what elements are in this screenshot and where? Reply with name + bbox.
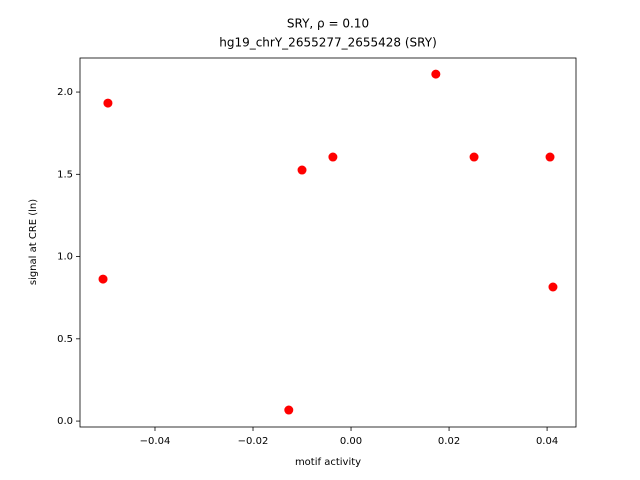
point (103, 98, 113, 108)
point (548, 282, 558, 292)
y-axis-label: signal at CRE (ln) (28, 199, 39, 285)
point (545, 152, 555, 162)
point (297, 165, 307, 175)
plot-frame (79, 57, 577, 428)
y-tick-label: 2.0 (57, 87, 73, 98)
y-tick-label: 0.0 (57, 416, 73, 427)
y-tick-label: 1.0 (57, 252, 73, 263)
point (328, 152, 338, 162)
x-tick-label: −0.02 (238, 436, 269, 447)
point (284, 405, 294, 415)
point (469, 152, 479, 162)
x-axis-label: motif activity (295, 457, 361, 468)
x-tick-label: 0.04 (536, 436, 558, 447)
chart-subtitle: hg19_chrY_2655277_2655428 (SRY) (219, 36, 437, 50)
x-tick-label: −0.04 (140, 436, 171, 447)
point (98, 274, 108, 284)
x-tick-label: 0.00 (340, 436, 362, 447)
x-tick-label: 0.02 (438, 436, 460, 447)
chart-title: SRY, ρ = 0.10 (287, 17, 369, 31)
y-tick-label: 0.5 (57, 334, 73, 345)
y-tick-label: 1.5 (57, 169, 73, 180)
point (431, 69, 441, 79)
